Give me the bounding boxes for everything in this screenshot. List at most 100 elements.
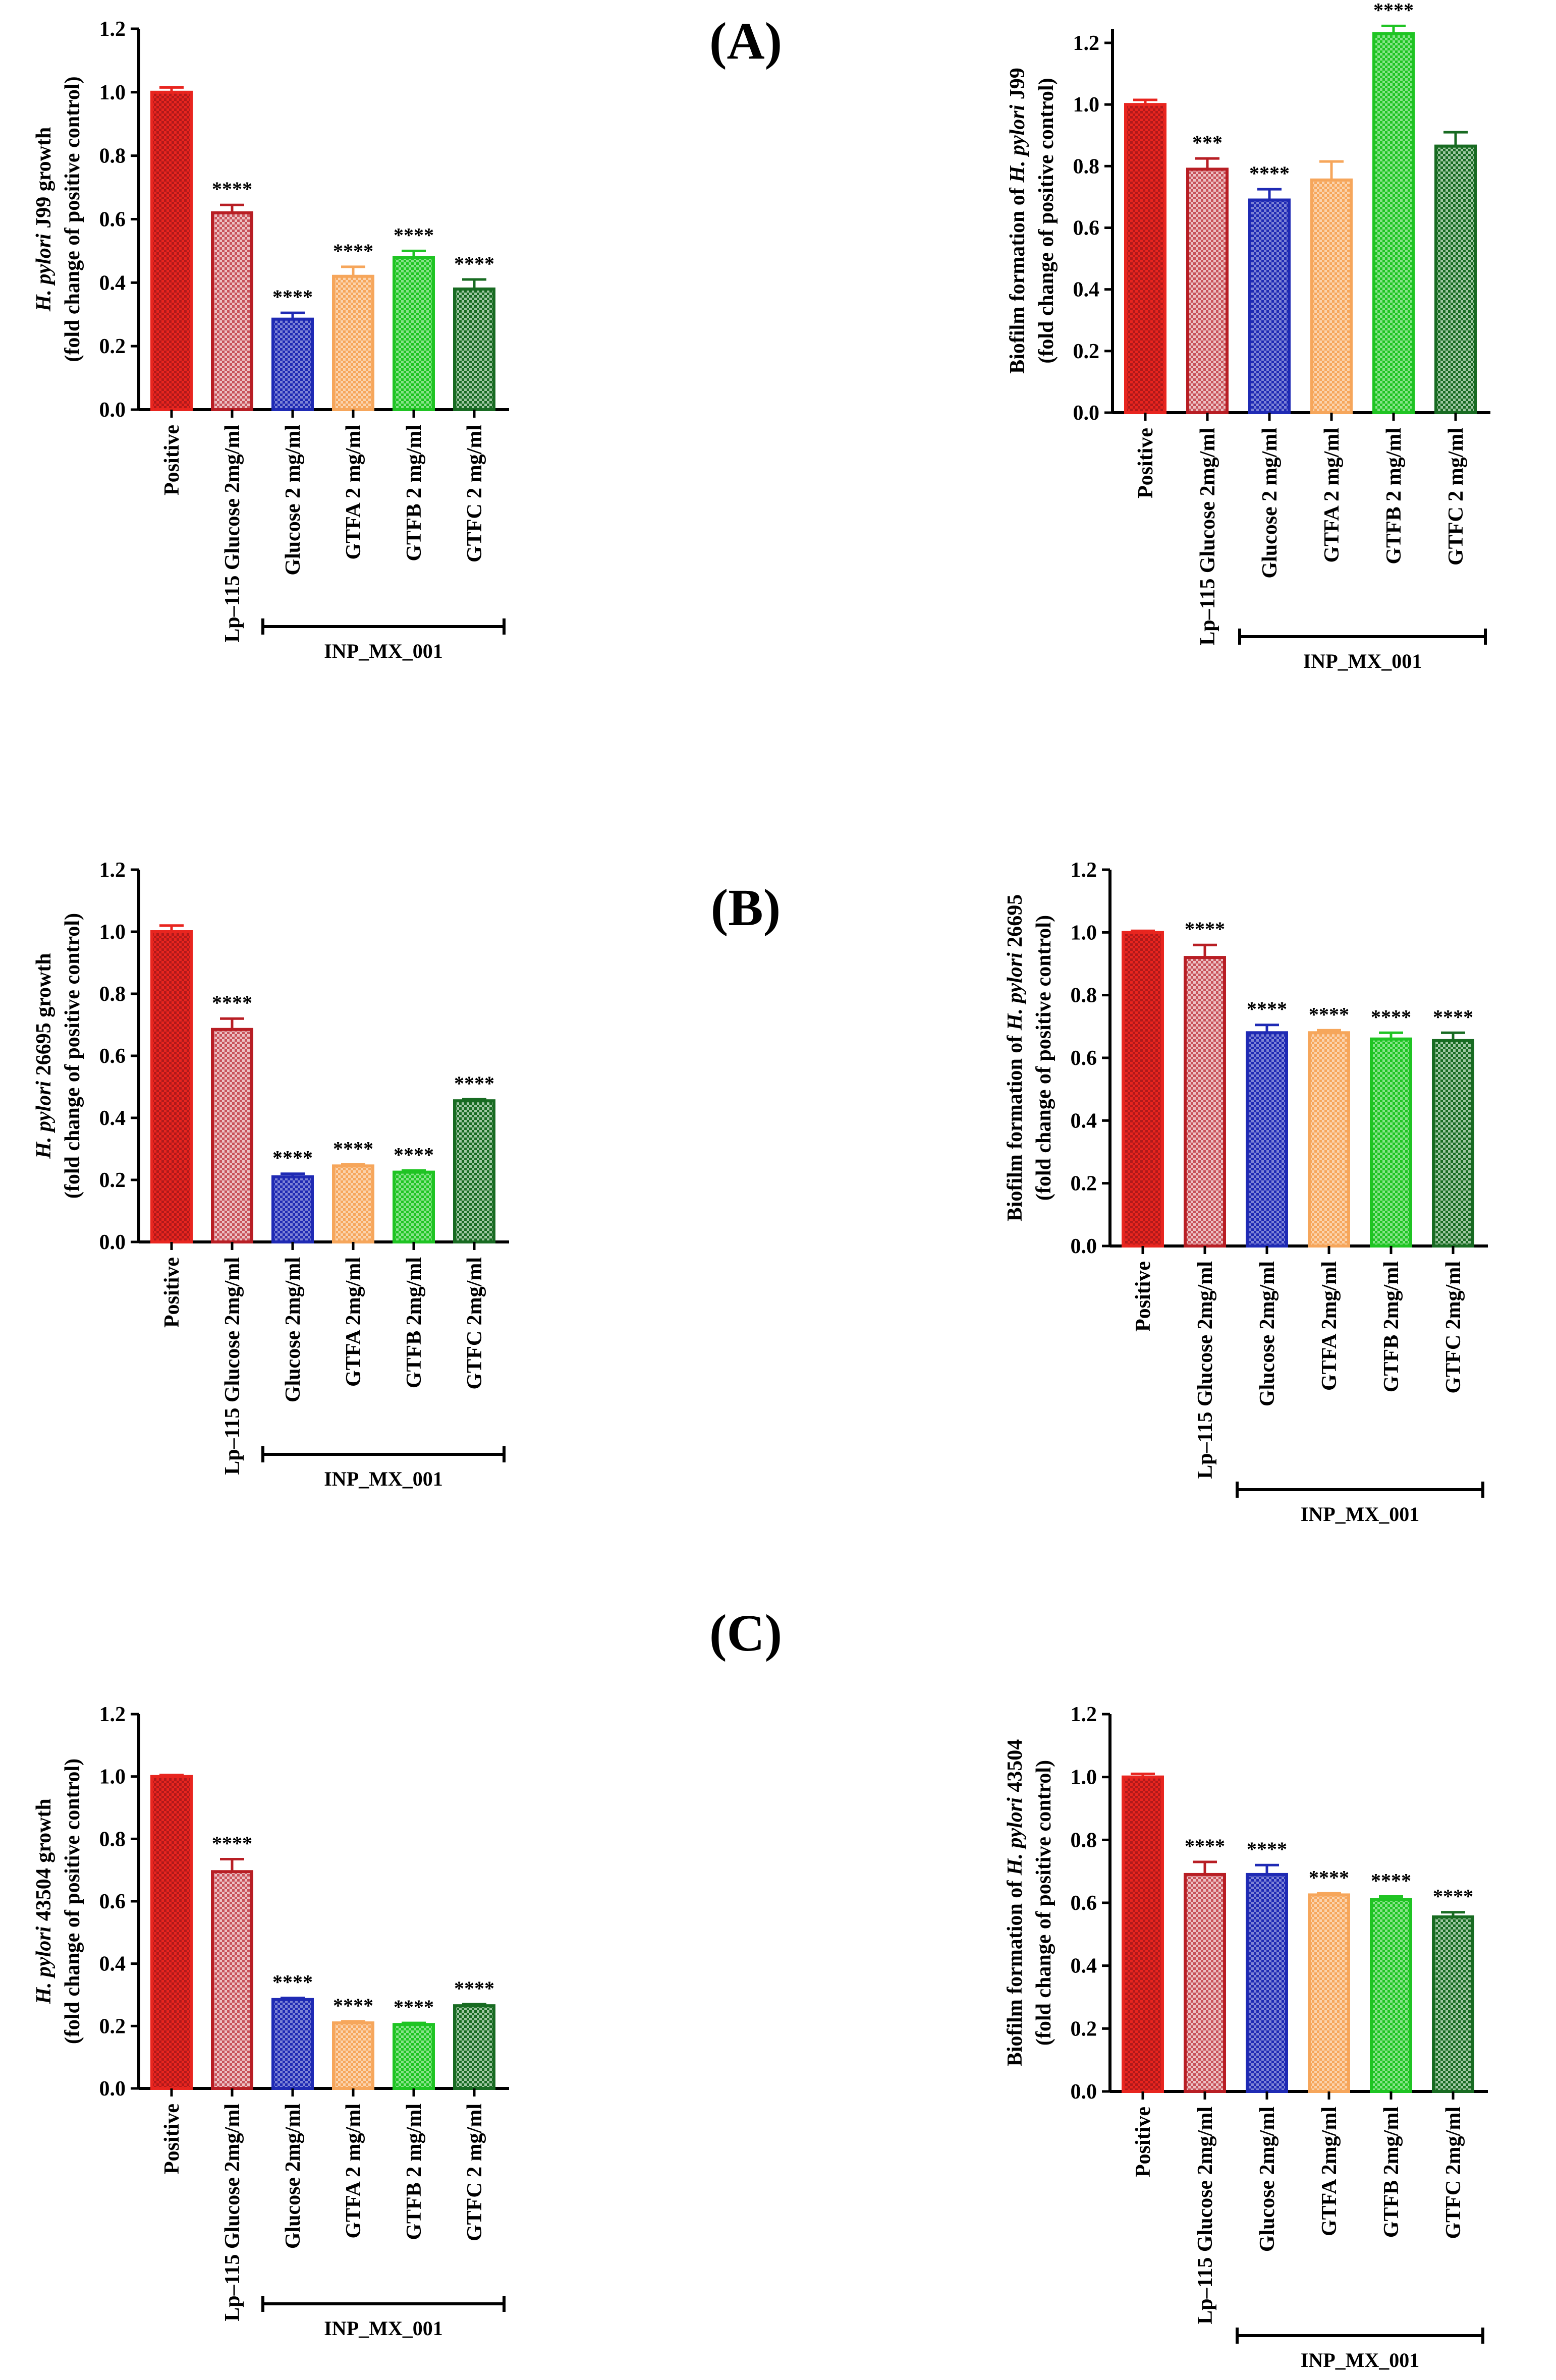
bar-6 [453,287,495,412]
significance-label: **** [394,1996,434,2018]
y-axis-label-species: H. pylori [32,234,55,312]
y-tick-label: 1.2 [99,1703,126,1726]
significance-label: **** [1371,1869,1411,1892]
y-tick-label: 0.6 [99,1045,126,1068]
y-tick-label: 0.6 [1073,217,1100,240]
y-tick-label: 0.2 [1071,1172,1097,1196]
significance-label: **** [1247,998,1287,1021]
y-axis-label-line1: Biofilm formation of H. pylori 43504 [1004,1739,1027,2067]
significance-label: **** [333,240,373,262]
significance-label: **** [212,178,252,200]
category-label: GTFB 2mg/ml [403,1257,426,1388]
chart-3: 0.0 0.2 0.4 0.6 0.8 1.0 1.2 H. pylori 26695 gro… [32,859,509,1490]
panel-label-a: (A) [709,12,782,70]
y-tick-label: 0.0 [1071,2080,1097,2104]
bar-3 [1246,1873,1288,2093]
category-label: Lp–115 Glucose 2mg/ml [1194,2107,1217,2325]
category-label: Positive [1132,2107,1155,2177]
bar-5 [393,1170,435,1243]
y-tick-label: 0.2 [99,335,126,358]
significance-label: **** [272,286,313,308]
y-tick-label: 0.0 [99,1231,126,1254]
chart-6: 0.0 0.2 0.4 0.6 0.8 1.0 1.2 Biofilm formation o… [1004,1703,1488,2371]
y-axis-label-species: H. pylori [32,1081,55,1159]
bar-1 [150,930,193,1243]
y-axis-label-strain: 43504 [1004,1739,1027,1798]
y-tick-label: 0.6 [1071,1047,1097,1070]
y-tick-label: 1.0 [1071,921,1097,944]
panel-label-b: (B) [711,879,781,937]
category-label: Glucose 2 mg/ml [1258,428,1282,579]
y-tick-label: 1.0 [99,921,126,944]
bar-1 [1124,103,1166,414]
category-label: Lp–115 Glucose 2mg/ml [1196,428,1219,646]
bar-6 [1432,1915,1474,2093]
y-tick-label: 1.2 [1071,859,1097,882]
y-tick-label: 0.0 [99,399,126,422]
y-tick-label: 0.4 [1071,1109,1097,1132]
category-label: Positive [160,2104,184,2174]
y-axis-label-line2: (fold change of positive control) [61,913,84,1199]
group-label: INP_MX_001 [324,2317,443,2340]
y-axis-label-prefix: Biofilm formation of [1004,1030,1027,1221]
category-label: GTFC 2mg/ml [1442,1261,1465,1393]
category-label: Positive [160,425,184,495]
y-axis-label-strain: 26695 growth [32,953,55,1081]
y-tick-label: 0.8 [1073,155,1100,178]
y-axis-label-species: H. pylori [1004,952,1027,1031]
group-label: INP_MX_001 [1303,650,1422,672]
y-axis-label-line1: H. pylori 26695 growth [32,953,55,1159]
chart-2: 0.0 0.2 0.4 0.6 0.8 1.0 1.2 Biofilm formation o… [1006,0,1490,672]
significance-label: **** [1249,162,1290,185]
category-label: Positive [160,1257,184,1328]
y-axis-label-species: H. pylori [1004,1797,1027,1876]
category-label: Glucose 2mg/ml [1256,2107,1279,2252]
bar-2 [1186,167,1229,414]
y-axis-label-strain: 43504 growth [32,1798,55,1926]
chart-5: 0.0 0.2 0.4 0.6 0.8 1.0 1.2 H. pylori 43504 gro… [32,1703,509,2340]
y-tick-label: 1.2 [1073,32,1100,55]
bar-3 [271,1175,314,1244]
category-label: GTFA 2mg/ml [342,1257,365,1387]
bar-1 [150,1775,193,2090]
category-label: GTFA 2mg/ml [1318,1261,1341,1391]
significance-label: **** [212,991,252,1014]
significance-label: **** [454,1977,494,2000]
y-tick-label: 1.2 [1071,1703,1097,1726]
y-tick-label: 0.6 [1071,1892,1097,1915]
y-tick-label: 0.8 [99,145,126,168]
bar-1 [1122,1775,1164,2093]
chart-1: 0.0 0.2 0.4 0.6 0.8 1.0 1.2 H. pylori J99 growt… [32,18,509,662]
y-axis-label-prefix: Biofilm formation of [1006,183,1029,374]
y-tick-label: 0.4 [1071,1955,1097,1978]
y-axis-label-strain: 26695 [1004,894,1027,953]
category-label: Lp–115 Glucose 2mg/ml [221,2104,244,2321]
significance-label: **** [1247,1838,1287,1860]
y-tick-label: 0.4 [99,1107,126,1130]
category-label: Positive [1134,428,1157,498]
significance-label: **** [212,1832,252,1855]
significance-label: **** [454,1072,494,1095]
category-label: GTFA 2 mg/ml [1320,428,1344,563]
y-axis-label-line2: (fold change of positive control) [1032,915,1055,1201]
category-label: GTFC 2 mg/ml [463,2104,486,2241]
y-axis-label-line1: H. pylori 43504 growth [32,1798,55,2005]
y-tick-label: 1.0 [1071,1766,1097,1789]
bar-3 [271,317,314,411]
y-axis-label-line2: (fold change of positive control) [1032,1760,1055,2046]
bar-6 [453,1099,495,1244]
y-axis-label-species: H. pylori [32,1926,55,2004]
significance-label: **** [394,1144,434,1166]
significance-label: **** [1373,0,1414,21]
bar-6 [453,2004,495,2090]
significance-label: *** [1192,131,1222,154]
y-axis-label-line2: (fold change of positive control) [61,1759,84,2044]
bar-4 [1308,1031,1350,1248]
category-label: GTFC 2 mg/ml [463,425,486,562]
y-tick-label: 0.8 [99,1828,126,1851]
y-axis-label-line2: (fold change of positive control) [1035,78,1058,363]
category-label: GTFA 2 mg/ml [342,2104,365,2239]
y-tick-label: 0.6 [99,208,126,232]
group-label: INP_MX_001 [324,1467,443,1490]
